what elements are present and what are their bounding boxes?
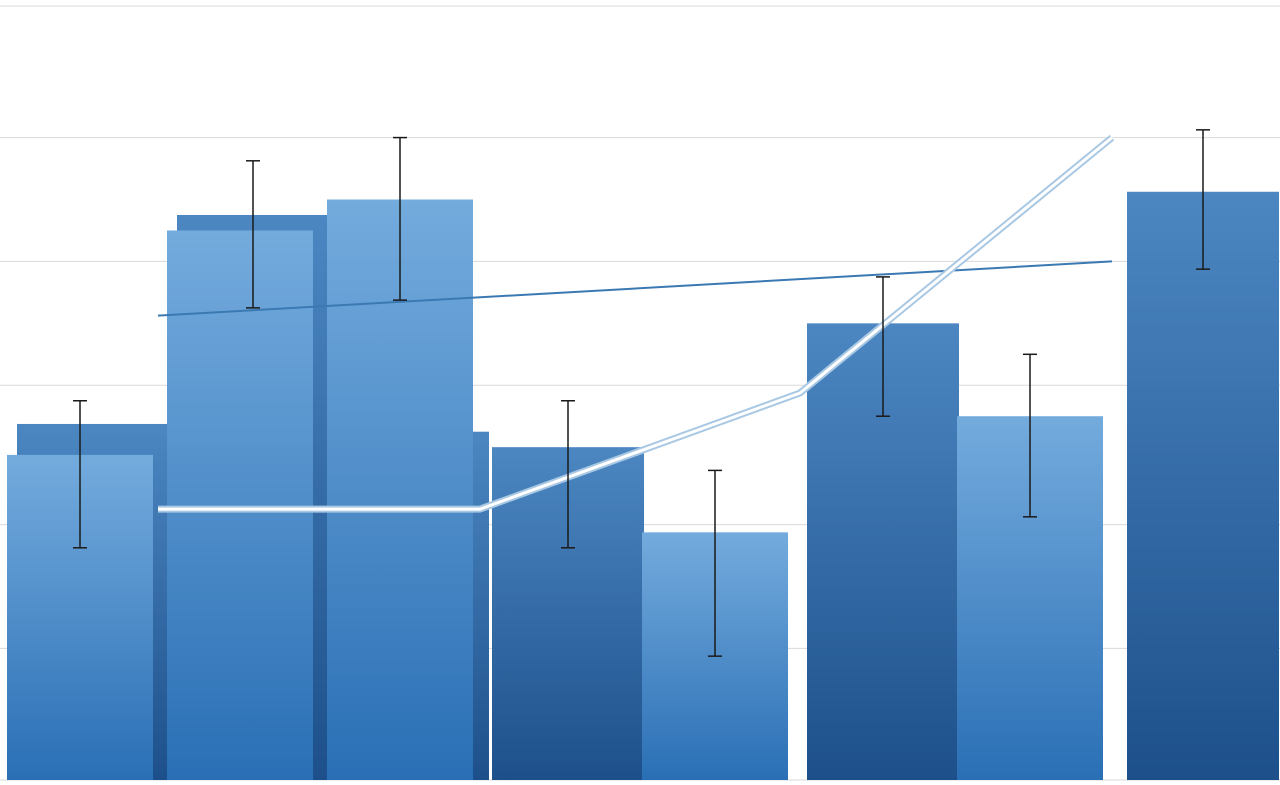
bar-chart — [0, 0, 1280, 785]
chart-svg — [0, 0, 1280, 785]
bar-back — [1127, 192, 1279, 780]
